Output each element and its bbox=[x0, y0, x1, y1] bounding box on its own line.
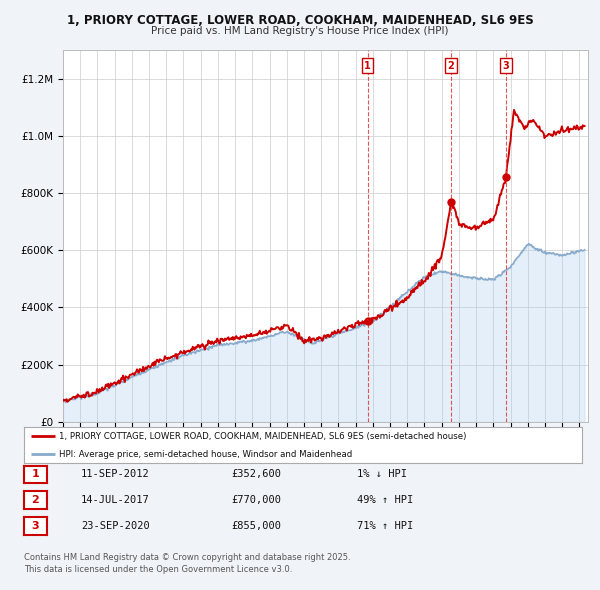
Text: Price paid vs. HM Land Registry's House Price Index (HPI): Price paid vs. HM Land Registry's House … bbox=[151, 26, 449, 35]
Text: 14-JUL-2017: 14-JUL-2017 bbox=[81, 496, 150, 505]
Text: 11-SEP-2012: 11-SEP-2012 bbox=[81, 470, 150, 479]
Text: 71% ↑ HPI: 71% ↑ HPI bbox=[357, 522, 413, 531]
Text: 3: 3 bbox=[32, 522, 39, 531]
Text: 1: 1 bbox=[364, 61, 371, 71]
Text: £770,000: £770,000 bbox=[231, 496, 281, 505]
Text: £855,000: £855,000 bbox=[231, 522, 281, 531]
Text: Contains HM Land Registry data © Crown copyright and database right 2025.
This d: Contains HM Land Registry data © Crown c… bbox=[24, 553, 350, 574]
Text: £352,600: £352,600 bbox=[231, 470, 281, 479]
Text: 23-SEP-2020: 23-SEP-2020 bbox=[81, 522, 150, 531]
Text: 49% ↑ HPI: 49% ↑ HPI bbox=[357, 496, 413, 505]
Text: HPI: Average price, semi-detached house, Windsor and Maidenhead: HPI: Average price, semi-detached house,… bbox=[59, 450, 352, 458]
Text: 2: 2 bbox=[32, 496, 39, 505]
Text: 1: 1 bbox=[32, 470, 39, 479]
Text: 1, PRIORY COTTAGE, LOWER ROAD, COOKHAM, MAIDENHEAD, SL6 9ES (semi-detached house: 1, PRIORY COTTAGE, LOWER ROAD, COOKHAM, … bbox=[59, 432, 467, 441]
Text: 1, PRIORY COTTAGE, LOWER ROAD, COOKHAM, MAIDENHEAD, SL6 9ES: 1, PRIORY COTTAGE, LOWER ROAD, COOKHAM, … bbox=[67, 14, 533, 27]
Text: 1% ↓ HPI: 1% ↓ HPI bbox=[357, 470, 407, 479]
Text: 2: 2 bbox=[448, 61, 454, 71]
Text: 3: 3 bbox=[503, 61, 509, 71]
